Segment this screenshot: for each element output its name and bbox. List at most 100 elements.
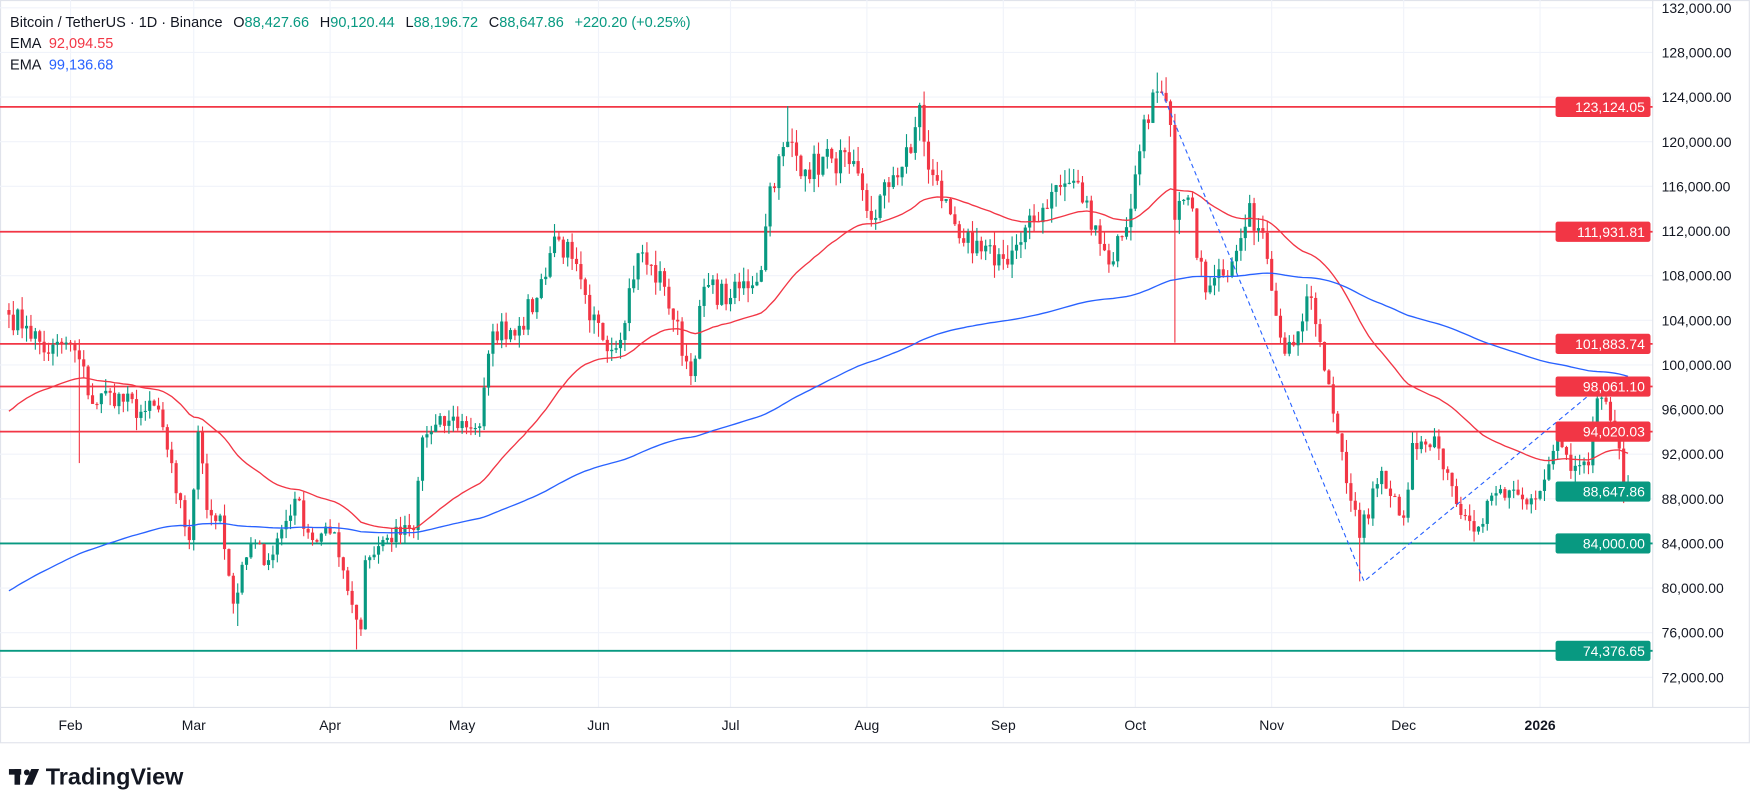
- price-axis[interactable]: 132,000.00 128,000.00 124,000.00 120,000.00…: [1662, 0, 1732, 685]
- candle: [1072, 169, 1076, 189]
- candle-body: [636, 253, 640, 280]
- x-tick-label: Oct: [1124, 717, 1146, 733]
- candle-body: [1146, 119, 1151, 123]
- candle-body: [451, 416, 455, 421]
- candle-body: [1283, 337, 1287, 354]
- resistance-level-tag-text: 94,020.03: [1583, 424, 1645, 440]
- candle: [77, 339, 81, 464]
- candle: [1116, 234, 1120, 268]
- price-tags: 123,124.05 111,931.81 101,883.74 98,061.10 9…: [1555, 96, 1651, 661]
- candle-body: [1256, 228, 1261, 231]
- candle-body: [310, 532, 315, 541]
- candle: [1432, 428, 1437, 449]
- candle-body: [152, 400, 156, 406]
- candle: [447, 410, 451, 434]
- candle: [1151, 89, 1155, 124]
- candle-body: [376, 546, 381, 555]
- candle: [1459, 496, 1463, 520]
- candle-body: [20, 309, 24, 329]
- candle: [456, 406, 460, 431]
- candle-body: [482, 387, 486, 427]
- candle-body: [82, 359, 86, 367]
- candle-body: [403, 525, 407, 535]
- candle-body: [552, 236, 557, 254]
- candle-body: [486, 353, 491, 388]
- candle-body: [574, 258, 579, 265]
- candle: [588, 284, 592, 333]
- candle-body: [236, 592, 240, 604]
- candle-body: [187, 527, 191, 541]
- candle-body: [847, 152, 851, 165]
- candle-body: [1287, 341, 1291, 354]
- candle-body: [962, 238, 966, 243]
- candle-body: [1221, 269, 1225, 276]
- candle: [1129, 193, 1133, 241]
- candle: [73, 340, 77, 363]
- candle: [882, 179, 887, 209]
- candle: [486, 350, 491, 396]
- time-axis[interactable]: Feb Mar Apr May Jun Jul Aug Sep Oct Nov Dec 2026: [59, 717, 1556, 733]
- candle: [808, 162, 812, 184]
- candle: [1023, 224, 1027, 250]
- candle-body: [214, 515, 218, 522]
- candle-body: [200, 431, 205, 464]
- candle-body: [205, 463, 209, 510]
- low-value: 88,196.72: [414, 15, 478, 31]
- y-tick-label: 104,000.00: [1662, 312, 1732, 328]
- candle: [1168, 99, 1173, 137]
- candle-body: [513, 330, 517, 336]
- candle: [1309, 285, 1313, 310]
- candle-body: [240, 564, 244, 593]
- candle: [126, 385, 130, 412]
- candle-body: [1014, 244, 1019, 251]
- tradingview-logo[interactable]: TradingView: [8, 764, 184, 790]
- candle: [1437, 429, 1441, 461]
- candle-body: [1520, 494, 1525, 500]
- candle-body: [332, 532, 337, 534]
- candle: [1534, 490, 1538, 510]
- candle: [341, 556, 345, 579]
- x-tick-label: Aug: [854, 717, 879, 733]
- candle: [698, 299, 702, 360]
- candle: [1410, 432, 1415, 491]
- dashed-trend-line[interactable]: [1161, 91, 1598, 583]
- candle: [1243, 214, 1247, 251]
- resistance-level-tag-text: 101,883.74: [1575, 336, 1645, 352]
- candle: [1195, 208, 1199, 261]
- candle: [671, 308, 675, 332]
- legend-ema-slow[interactable]: EMA 99,136.68: [10, 57, 113, 73]
- candle: [935, 161, 939, 186]
- candle-body: [1503, 489, 1507, 498]
- candle-body: [341, 557, 345, 571]
- candle: [649, 264, 653, 276]
- candle: [962, 228, 966, 247]
- candle: [354, 604, 359, 650]
- candle-body: [1415, 443, 1419, 450]
- candle: [508, 327, 513, 343]
- x-tick-label: Jun: [587, 717, 610, 733]
- candle: [1472, 510, 1476, 542]
- candle-body: [935, 175, 939, 181]
- candle-body: [1309, 296, 1313, 298]
- candle: [535, 297, 539, 319]
- candle-body: [130, 393, 134, 400]
- candle-body: [1186, 197, 1190, 200]
- candle: [500, 313, 504, 349]
- candle: [1058, 174, 1063, 196]
- legend-ema-fast[interactable]: EMA 92,094.55: [10, 36, 113, 52]
- candle: [218, 513, 222, 523]
- candle: [544, 267, 548, 285]
- candle-body: [156, 405, 161, 410]
- symbol-title[interactable]: Bitcoin / TetherUS · 1D · Binance: [10, 15, 222, 31]
- candle-body: [456, 416, 460, 429]
- candle-body: [284, 520, 288, 530]
- candle: [1296, 331, 1300, 356]
- candle-body: [535, 297, 539, 313]
- candle: [1067, 168, 1071, 185]
- candle-body: [896, 175, 900, 178]
- candle: [1415, 432, 1419, 460]
- candle-body: [1129, 208, 1133, 228]
- candle: [11, 301, 15, 336]
- candle-body: [759, 270, 763, 282]
